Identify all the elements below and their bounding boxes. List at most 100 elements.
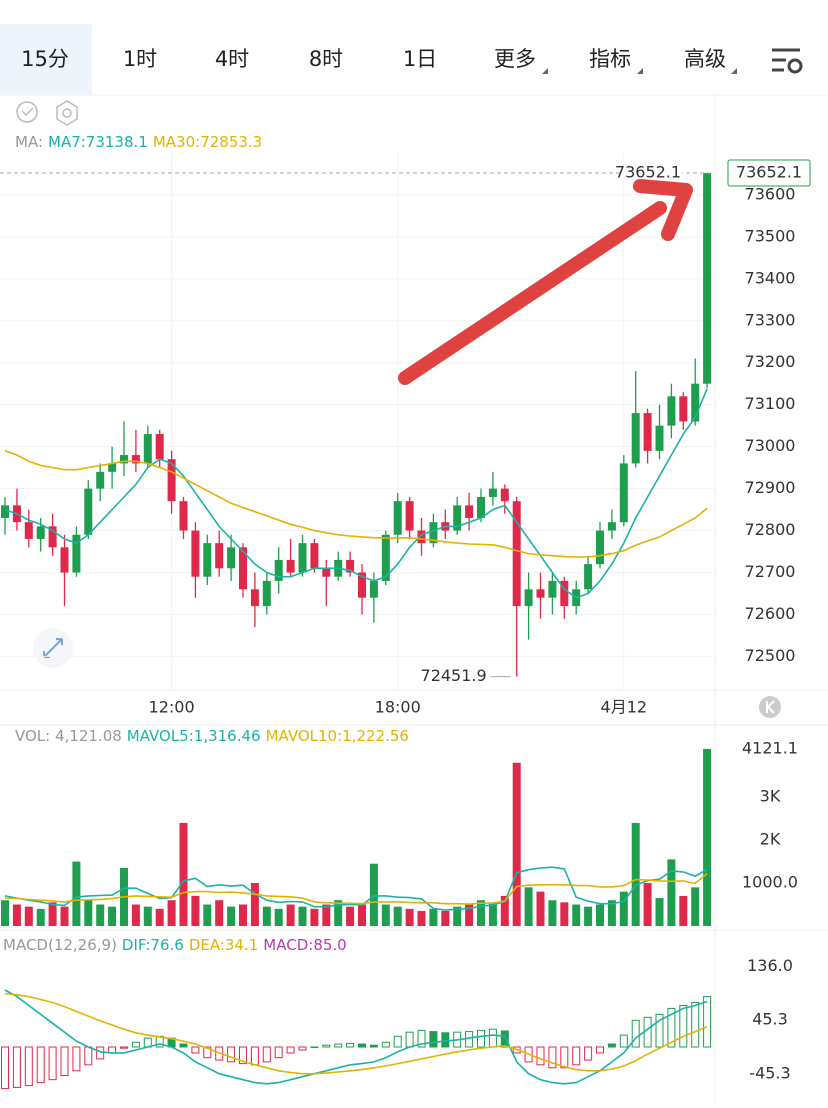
candle-body xyxy=(691,383,700,422)
macd-bar xyxy=(12,1046,21,1088)
volume-bar xyxy=(667,859,676,926)
volume-bar xyxy=(453,906,462,926)
volume-bar xyxy=(607,900,616,926)
settings-icon[interactable] xyxy=(772,48,803,74)
last-price-guide: 73652.1 xyxy=(615,163,681,182)
candle-body xyxy=(346,559,355,573)
volume-bar xyxy=(619,891,628,926)
macd-bar xyxy=(381,1041,390,1048)
tab[interactable]: 更多 xyxy=(494,47,536,71)
legend: VOL: 4,121.08 MAVOL5:1,316.46 MAVOL10:1,22… xyxy=(15,727,409,745)
macd-bar xyxy=(703,996,712,1048)
volume-bar xyxy=(477,900,485,926)
volume-bar xyxy=(584,906,593,926)
candle-body xyxy=(227,547,236,569)
tab[interactable]: 8时 xyxy=(309,47,343,71)
settings-hex-dot xyxy=(62,108,72,118)
y-tick-label: 3K xyxy=(760,787,781,806)
volume-bar xyxy=(274,908,283,926)
last-price-label: 73652.1 xyxy=(736,163,802,182)
macd-bar xyxy=(405,1031,414,1048)
low-price-label: 72451.9 xyxy=(421,666,487,685)
candle-body xyxy=(703,173,712,384)
volume-bar xyxy=(131,904,140,926)
candle-body xyxy=(274,559,283,581)
macd-bar xyxy=(24,1046,33,1087)
chart-layer: 15分 1时 4时 8时 1日 更多 指标 高级 72500 72600 72700 72800 729… xyxy=(0,47,811,1090)
last-price-box xyxy=(727,159,811,187)
candle-body xyxy=(191,530,200,577)
macd-bar xyxy=(655,1013,664,1048)
volume-bar xyxy=(560,902,569,926)
candle-body xyxy=(143,434,152,464)
macd-bar xyxy=(179,1043,188,1048)
volume-bar xyxy=(191,895,200,926)
macd-bar xyxy=(36,1046,45,1084)
tab[interactable]: 1时 xyxy=(123,47,157,71)
macd-bar xyxy=(1,1046,9,1090)
tab[interactable]: 1日 xyxy=(403,47,437,71)
legend-entry: MA7:73138.1 xyxy=(48,133,148,151)
y-tick-label: 72700 xyxy=(745,562,796,581)
legend-entry: MA30:72853.3 xyxy=(153,133,262,151)
candle-body xyxy=(1,505,9,518)
x-tick-label: 18:00 xyxy=(375,698,421,717)
eye-icon[interactable] xyxy=(16,101,38,123)
volume-bar xyxy=(500,895,509,926)
y-tick-label: 45.3 xyxy=(752,1010,788,1029)
volume-bar xyxy=(631,822,640,926)
candle-body xyxy=(203,543,212,577)
settings-hex[interactable] xyxy=(56,100,78,126)
candle-body xyxy=(393,501,402,535)
volume-bar xyxy=(655,898,664,926)
volume-bar xyxy=(167,900,176,926)
macd-bar xyxy=(429,1031,438,1048)
candle-body xyxy=(322,568,331,577)
last-volume-label: 4121.1 xyxy=(742,738,798,757)
volume-bar xyxy=(512,762,521,926)
candle-body xyxy=(84,488,93,535)
volume-bar xyxy=(488,902,497,926)
macd-bar xyxy=(441,1032,450,1048)
y-tick-label: 2K xyxy=(760,830,781,849)
tab[interactable]: 4时 xyxy=(215,47,249,71)
candle-body xyxy=(619,463,628,523)
macd-bar xyxy=(274,1046,283,1059)
candle-body xyxy=(548,580,557,598)
tab[interactable]: 高级 xyxy=(684,47,726,71)
candle-body xyxy=(120,455,128,464)
candle-body xyxy=(584,564,593,590)
reset-icon[interactable] xyxy=(759,696,781,718)
volume-bar xyxy=(536,891,545,926)
macd-bar xyxy=(334,1043,343,1048)
macd-bar xyxy=(607,1043,616,1048)
volume-bar xyxy=(393,906,402,926)
macd-bar xyxy=(191,1046,200,1054)
tab[interactable]: 指标 xyxy=(589,47,631,71)
volume-bar xyxy=(572,904,581,926)
volume-bar xyxy=(441,910,450,926)
candle-body xyxy=(679,396,688,422)
expand-icon[interactable] xyxy=(33,628,73,668)
volume-bar xyxy=(12,904,21,926)
tab[interactable]: 15分 xyxy=(21,47,69,71)
red-arrow xyxy=(398,179,693,385)
macd-bar xyxy=(60,1046,69,1077)
volume-bar xyxy=(310,908,319,926)
volume-bar xyxy=(298,906,307,926)
y-tick-label: -45.3 xyxy=(749,1063,790,1082)
legend-entry: DIF:76.6 xyxy=(122,936,184,954)
legend: MA: MA7:73138.1 MA30:72853.3 xyxy=(15,133,262,151)
macd-bar xyxy=(358,1043,366,1048)
candle-body xyxy=(631,413,640,464)
volume-bar xyxy=(679,895,688,926)
volume-bar xyxy=(465,904,474,926)
y-tick-label: 73600 xyxy=(745,184,796,203)
macd-bar xyxy=(691,1001,700,1048)
macd-bar xyxy=(239,1046,247,1065)
volume-bar xyxy=(48,902,57,926)
volume-bar xyxy=(405,908,414,926)
volume-bar xyxy=(24,906,33,926)
volume-bar xyxy=(286,904,295,926)
